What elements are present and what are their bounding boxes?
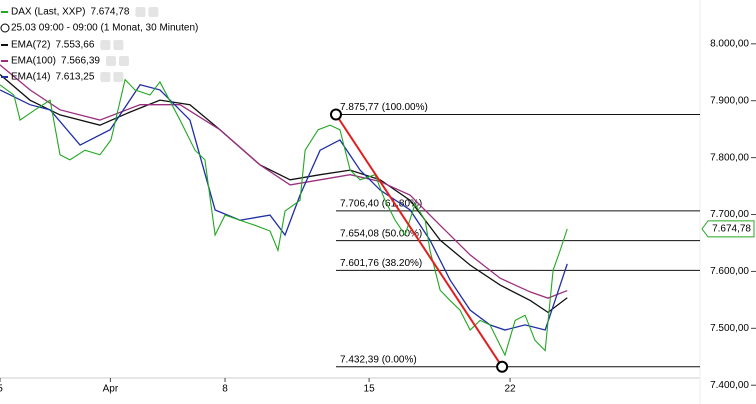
remove-button[interactable] (113, 72, 124, 82)
series-line (0, 78, 568, 357)
legend-name: EMA(72) (11, 40, 50, 51)
series-line (0, 84, 568, 331)
y-tick-label: 7.600,00 (710, 266, 749, 277)
series-line (0, 64, 568, 299)
y-tick-label: 7.400,00 (710, 380, 749, 391)
legend-value: 7.553,66 (55, 40, 94, 51)
fib-anchor[interactable] (496, 360, 509, 373)
y-tick-label: 7.700,00 (710, 209, 749, 220)
price-tag (701, 220, 755, 238)
clock-icon (0, 23, 10, 33)
fib-level-label: 7.601,76 (38.20%) (340, 258, 422, 269)
fib-level-label: 7.432,39 (0.00%) (340, 354, 417, 365)
legend-value: 7.566,39 (61, 56, 100, 67)
fib-anchor[interactable] (329, 108, 342, 121)
legend-value: 7.674,78 (90, 7, 129, 18)
remove-button[interactable] (148, 7, 159, 17)
fib-level-label: 7.875,77 (100.00%) (340, 102, 428, 113)
x-tick-label: 8 (222, 384, 228, 395)
settings-button[interactable] (105, 56, 116, 66)
settings-button[interactable] (100, 72, 111, 82)
price-tag-label: 7.674,78 (712, 224, 751, 235)
settings-button[interactable] (135, 7, 146, 17)
y-tick-label: 7.500,00 (710, 323, 749, 334)
remove-button[interactable] (118, 56, 129, 66)
fib-level-label: 7.706,40 (61.80%) (340, 199, 422, 210)
legend-name: EMA(14) (11, 72, 50, 83)
legend-name: EMA(100) (11, 56, 56, 67)
x-tick-label: 22 (505, 384, 517, 395)
remove-button[interactable] (113, 40, 124, 50)
legend: DAX (Last, XXP) 7.674,78 EMA(72) 7.553,66 EM… (0, 7, 198, 83)
y-tick-label: 7.800,00 (710, 152, 749, 163)
y-tick-label: 7.900,00 (710, 95, 749, 106)
fib-trend-line (335, 113, 503, 368)
y-tick-label: 8.000,00 (710, 38, 749, 49)
fib-level-label: 7.654,08 (50.00%) (340, 228, 422, 239)
legend-name: DAX (Last, XXP) (11, 7, 85, 18)
legend-value: 7.613,25 (55, 72, 94, 83)
settings-button[interactable] (100, 40, 111, 50)
x-tick-label: 5 (0, 384, 3, 395)
x-tick-label: Apr (103, 384, 119, 395)
x-tick-label: 15 (364, 384, 376, 395)
legend-title: 25.03 09:00 - 09:00 (1 Monat, 30 Minuten… (11, 23, 198, 34)
series-line (0, 74, 568, 314)
